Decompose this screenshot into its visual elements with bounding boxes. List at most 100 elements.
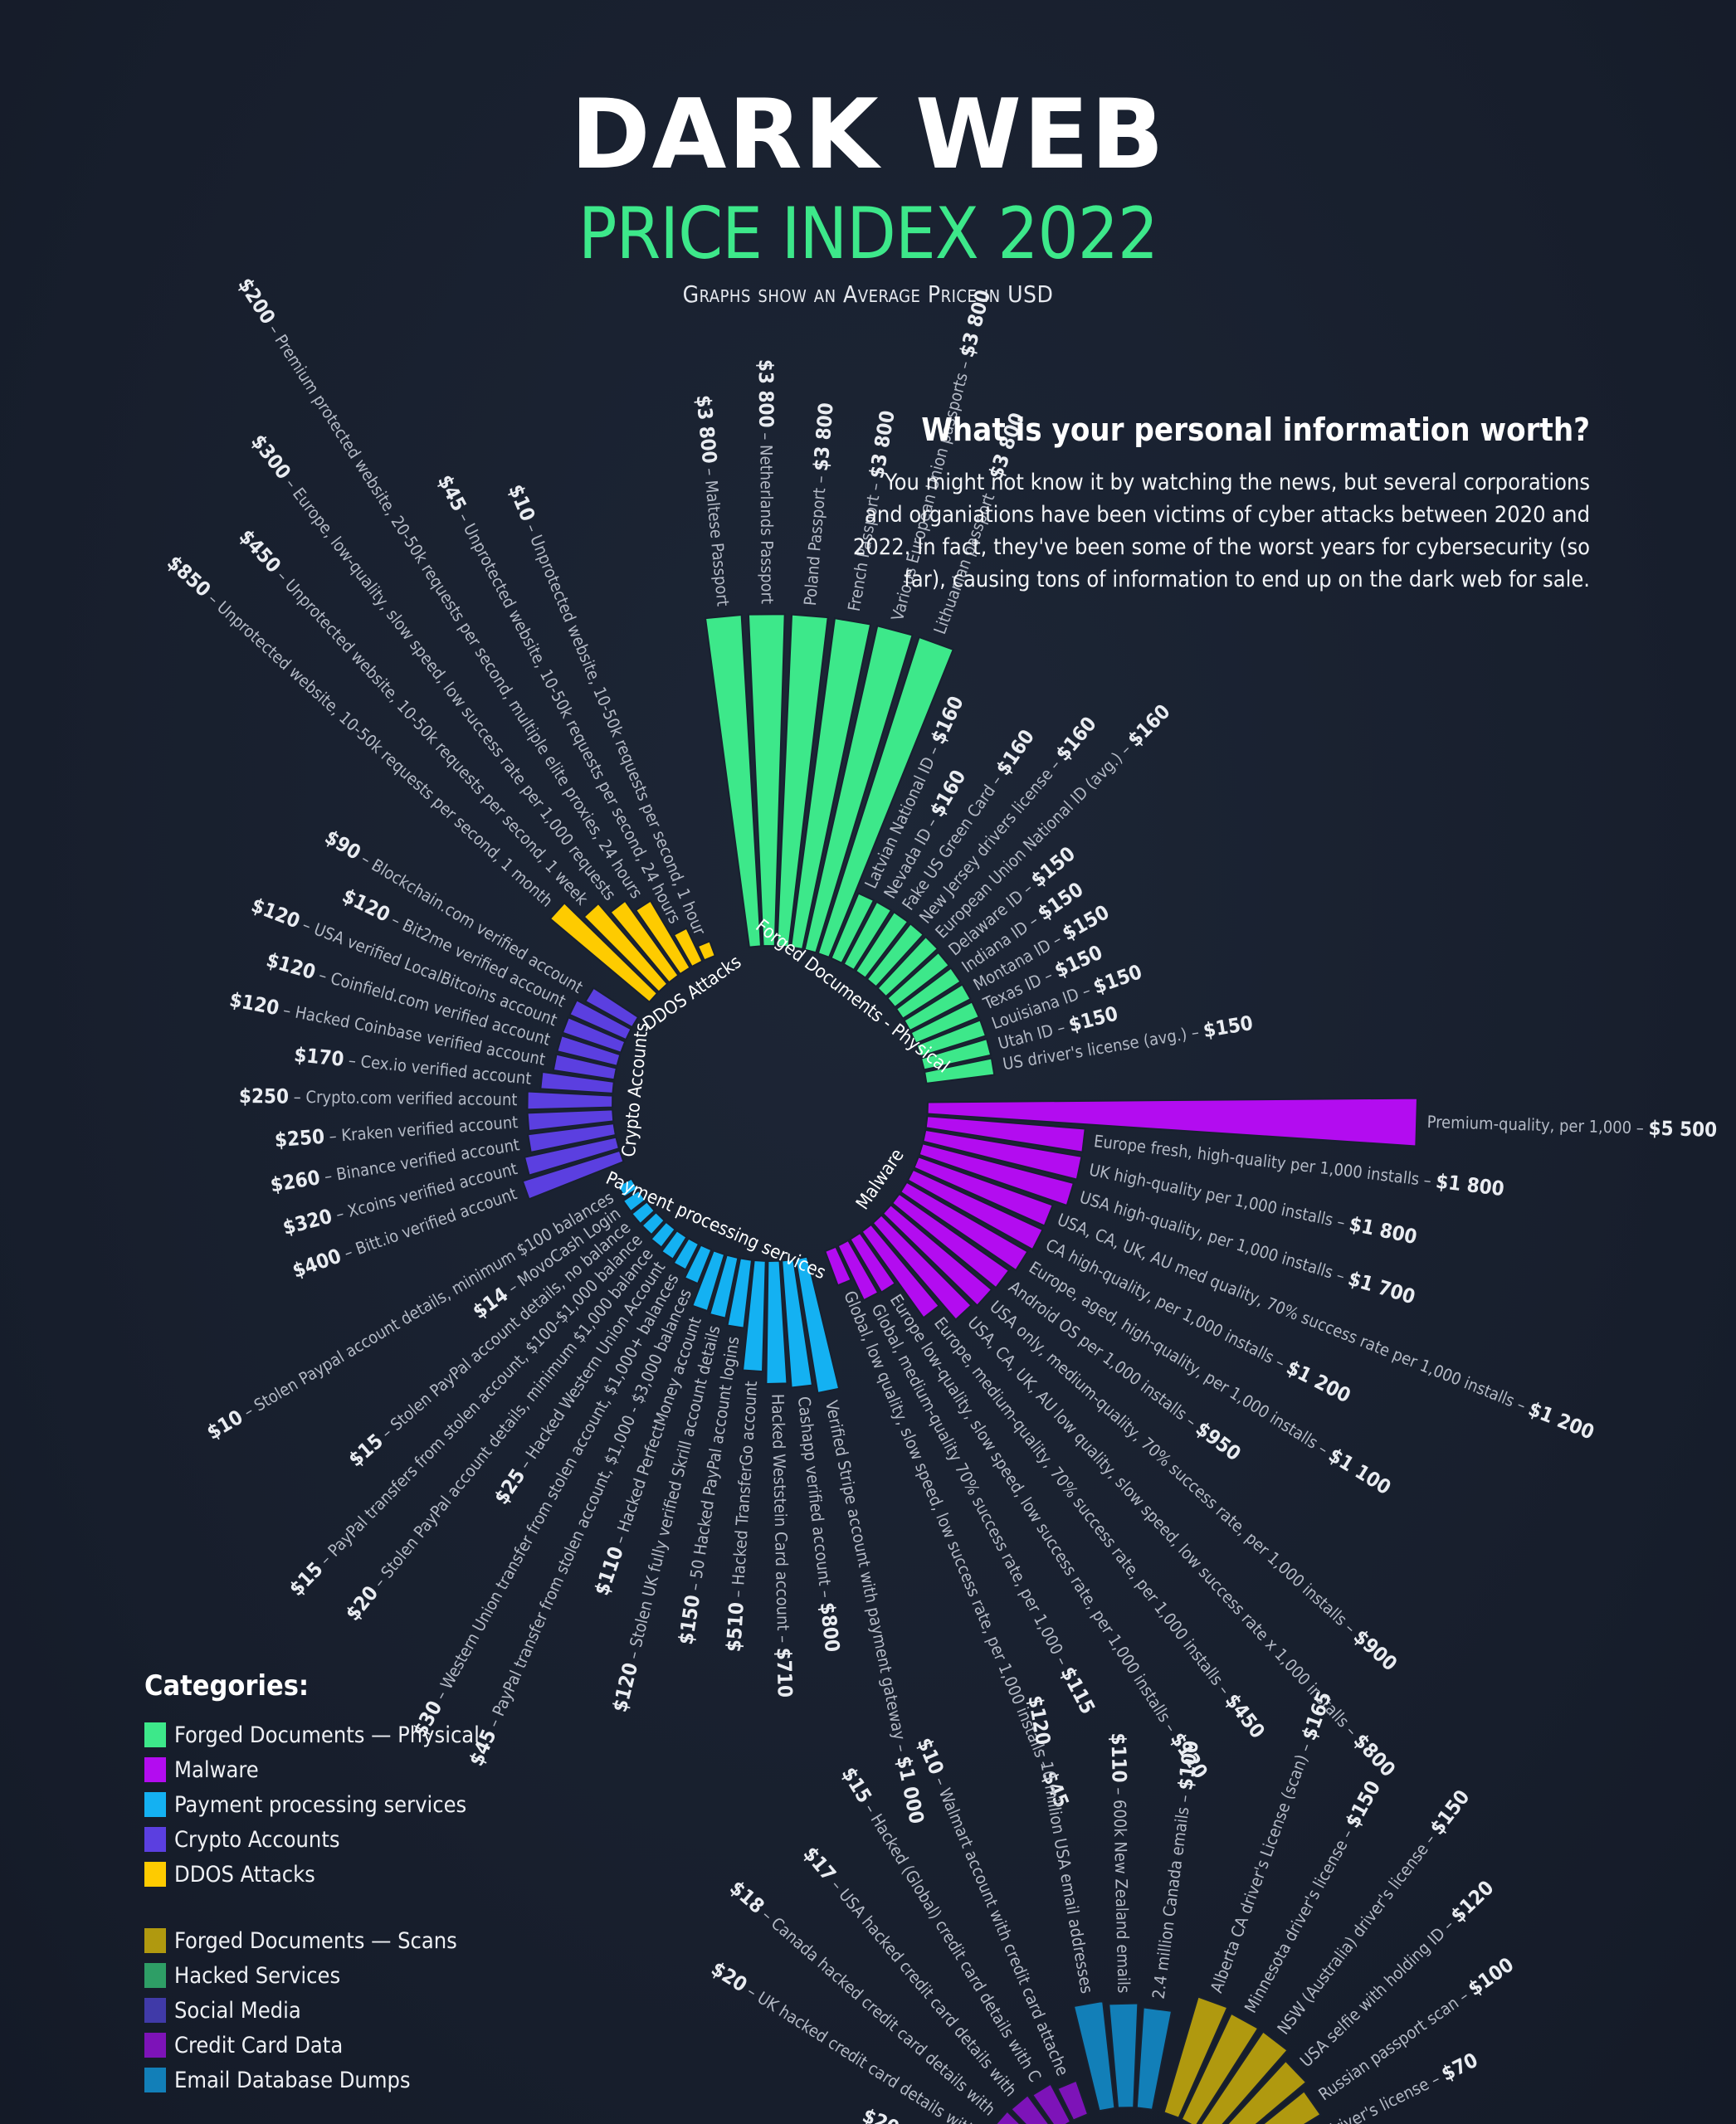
chart-bar: [1009, 2093, 1051, 2124]
chart-bar: [842, 900, 893, 972]
legend-swatch: [144, 1963, 166, 1988]
legend-label: Forged Documents — Physical: [174, 1722, 480, 1748]
chart-bar: [1200, 2030, 1289, 2124]
chart-bar: [672, 1237, 700, 1271]
chart-bar: [584, 986, 640, 1029]
legend-swatch: [144, 1998, 166, 2023]
chart-bar: [781, 1258, 814, 1389]
second-wheel: $23 – Australia h$20 – Cloned$20 – Clone…: [707, 1688, 1518, 2124]
chart-bar: [924, 1115, 1086, 1153]
chart-bar: [1180, 2012, 1260, 2124]
chart-bar: [926, 1097, 1418, 1147]
chart-bar: [861, 1223, 940, 1319]
chart-bar: [526, 1090, 614, 1111]
chart-bar: [817, 636, 955, 959]
chart-bar: [526, 1108, 615, 1133]
chart-bar: [1261, 2089, 1322, 2124]
chart-bar: [709, 1254, 739, 1319]
chart-bar: [521, 1149, 625, 1201]
bar-label: $110 – 600k New Zealand emails: [1106, 1732, 1135, 1994]
chart-bar: [1163, 1995, 1229, 2119]
legend-item: Forged Documents — Physical: [144, 1717, 480, 1752]
chart-bar: [886, 951, 951, 1009]
legend-title: Categories:: [144, 1669, 310, 1703]
chart-bar: [556, 1034, 622, 1067]
chart-bar: [836, 1239, 880, 1302]
legend-label: Hacked Services: [174, 1962, 341, 1989]
chart-bar: [881, 1203, 993, 1307]
legend-swatch: [144, 1792, 166, 1817]
bar-label: 2.4 million Canada emails – $100: [1147, 1739, 1203, 2000]
legend-item: Hacked Services: [144, 1958, 480, 1993]
price-note: Graphs show an Average Price in USD: [682, 280, 1054, 308]
chart-bar: [895, 967, 962, 1021]
legend-item: DDOS Attacks: [144, 1857, 480, 1892]
chart-bar: [539, 1070, 615, 1094]
legend-swatch: [144, 1928, 166, 1953]
legend-swatch: [144, 2033, 166, 2058]
chart-bar: [913, 1156, 1055, 1227]
chart-bar: [617, 1177, 639, 1199]
chart-bar: [906, 1168, 1044, 1251]
legend-item: Email Database Dumps: [144, 2063, 480, 2097]
legend-swatch: [144, 2068, 166, 2092]
chart-bar: [922, 1128, 1083, 1181]
chart-bar: [690, 1250, 726, 1313]
chart-bar: [871, 1214, 973, 1321]
legend-item: Payment processing services: [144, 1787, 480, 1822]
legend-label: DDOS Attacks: [174, 1861, 315, 1888]
chart-bar: [890, 1192, 1011, 1289]
page-title: DARK WEB: [570, 79, 1166, 191]
chart-bar: [915, 1019, 987, 1058]
chart-bar: [583, 902, 669, 993]
chart-bar: [924, 1057, 996, 1085]
category-legend: Categories: Forged Documents — Physical M…: [144, 1669, 480, 2097]
intro-block: What is your personal information worth?…: [843, 412, 1590, 596]
legend-swatch: [144, 1757, 166, 1782]
legend-item: Credit Card Data: [144, 2028, 480, 2063]
legend-label: Crypto Accounts: [174, 1826, 340, 1853]
bar-label: US driver's license (avg.) – $150: [1001, 1011, 1255, 1076]
bar-label: Premium-quality, per 1,000 – $5 500: [1426, 1110, 1717, 1142]
chart-bar: [830, 892, 875, 965]
chart-bar: [672, 927, 704, 968]
legend-label: Email Database Dumps: [174, 2067, 411, 2093]
legend-label: Payment processing services: [174, 1791, 467, 1818]
chart-bar: [561, 1016, 627, 1054]
chart-bar: [765, 1259, 788, 1386]
legend-label: Forged Documents — Scans: [174, 1927, 457, 1954]
bar-label: $450 – Unprotected website, 10-50k reque…: [235, 525, 594, 911]
legend-item: Forged Documents — Scans: [144, 1923, 480, 1958]
chart-bar: [1226, 2059, 1308, 2124]
chart-bar: [776, 613, 829, 948]
chart-bar: [523, 1136, 621, 1176]
intro-body: You might not know it by watching the ne…: [852, 470, 1590, 592]
chart-bar: [641, 1211, 666, 1236]
chart-bar: [1135, 2006, 1173, 2111]
bar-label: $120 – 10 million USA email addresses: [1023, 1693, 1099, 1995]
chart-bar: [704, 613, 762, 948]
chart-bar: [747, 613, 786, 948]
chart-bar: [696, 940, 717, 962]
legend-swatch: [144, 1827, 166, 1852]
chart-bar: [994, 2110, 1022, 2124]
chart-bar: [919, 1037, 992, 1071]
chart-bar: [634, 899, 691, 976]
legend-swatch: [144, 1862, 166, 1887]
page-subtitle: PRICE INDEX 2022: [578, 192, 1158, 275]
chart-bar: [526, 1122, 617, 1154]
legend-label: Credit Card Data: [174, 2032, 344, 2058]
chart-bar: [726, 1257, 753, 1329]
chart-bar: [1056, 2079, 1090, 2122]
chart-bar: [683, 1244, 713, 1285]
chart-bar: [876, 935, 939, 998]
legend-item: Crypto Accounts: [144, 1822, 480, 1857]
chart-bar: [903, 983, 972, 1032]
chart-bar: [899, 1181, 1029, 1272]
chart-bar: [803, 625, 914, 954]
chart-bar: [1108, 2002, 1139, 2109]
legend-item: Social Media: [144, 1993, 480, 2028]
legend-item: Malware: [144, 1752, 480, 1787]
